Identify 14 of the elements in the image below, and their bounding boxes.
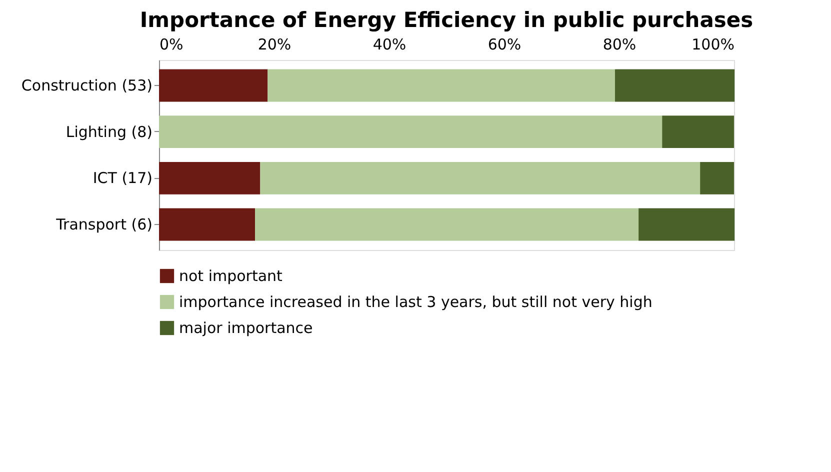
legend-label: importance increased in the last 3 years, but still not very high — [179, 293, 652, 311]
y-tick-label: Lighting (8) — [66, 122, 152, 141]
x-tick-label: 0% — [160, 36, 184, 54]
chart-title: Importance of Energy Efficiency in public purchases — [140, 8, 754, 32]
y-tick-label: Construction (53) — [21, 76, 152, 94]
x-tick-label: 80% — [602, 36, 636, 54]
legend-label: major importance — [179, 319, 313, 337]
legend-label: not important — [179, 267, 283, 285]
x-tick-label: 60% — [488, 36, 522, 54]
x-tick-label: 20% — [258, 36, 292, 54]
x-tick-label: 40% — [372, 36, 406, 54]
y-tick-label: ICT (17) — [92, 169, 152, 188]
x-tick-label: 100% — [692, 36, 734, 54]
y-tick-label: Transport (6) — [55, 216, 152, 234]
